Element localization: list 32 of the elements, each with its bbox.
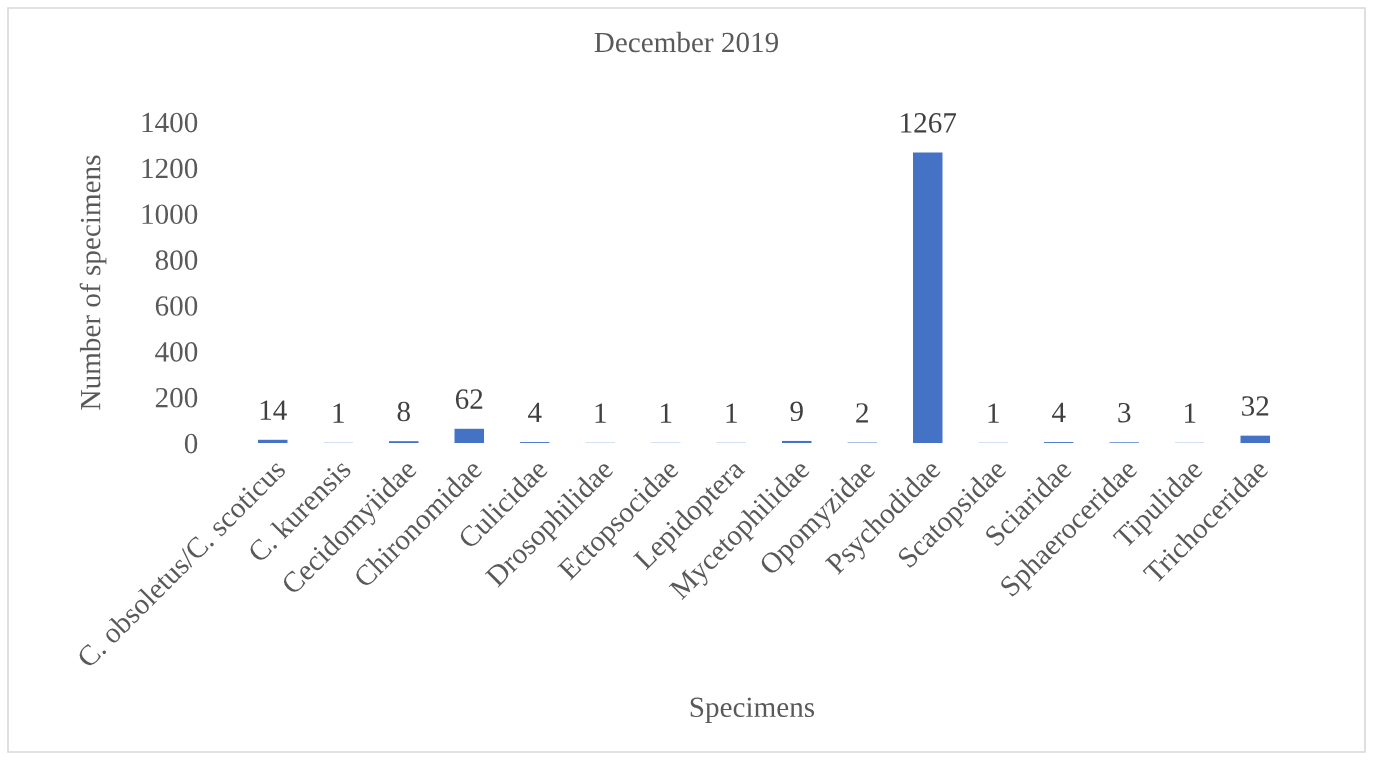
bar: [258, 439, 288, 443]
data-label: 1267: [901, 113, 957, 133]
data-label: 1: [726, 403, 737, 423]
data-label: 1: [988, 403, 999, 423]
data-label: 1: [661, 403, 672, 423]
y-tick-label: 600: [155, 296, 198, 316]
bar: [913, 152, 943, 443]
y-tick-label: 200: [155, 387, 198, 408]
y-tick-label: 0: [184, 433, 198, 454]
bar: [782, 440, 812, 443]
data-label: 14: [260, 400, 287, 420]
data-label: 3: [1118, 402, 1131, 423]
y-tick-label: 1200: [142, 158, 198, 179]
data-label: 8: [397, 401, 410, 422]
data-label: 9: [790, 401, 803, 422]
y-tick-label: 1400: [142, 112, 198, 133]
y-tick-label: 1000: [142, 204, 198, 225]
bar: [454, 428, 484, 443]
y-tick-label: 400: [155, 342, 198, 362]
data-label: 2: [856, 403, 868, 423]
data-label: 4: [1052, 402, 1066, 422]
y-tick-label: 800: [155, 250, 198, 270]
chart-title: December 2019: [594, 31, 779, 53]
data-label: 1: [595, 403, 606, 423]
data-label: 4: [528, 402, 542, 422]
data-label: 62: [455, 389, 483, 409]
bar: [1240, 435, 1270, 443]
data-label: 32: [1242, 396, 1269, 416]
data-label: 1: [1185, 403, 1196, 423]
data-label: 1: [333, 403, 344, 423]
y-axis-title: Number of specimens: [79, 155, 107, 410]
x-axis-title: Specimens: [690, 697, 815, 724]
